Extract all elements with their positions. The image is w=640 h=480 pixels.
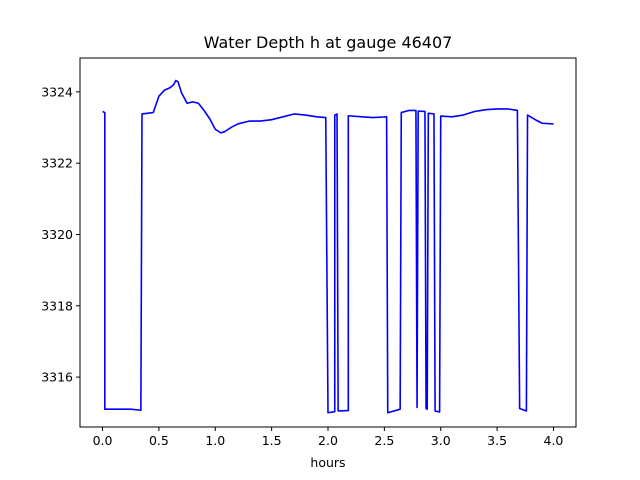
x-tick-label: 2.5 (374, 433, 394, 448)
series-layer (102, 79, 554, 414)
plot-area (102, 79, 554, 414)
y-tick-label: 3318 (41, 298, 73, 313)
y-tick-label: 3316 (41, 370, 73, 385)
y-axis: 3316 3318 3320 3322 3324 (41, 84, 80, 385)
x-tick-label: 3.0 (431, 433, 451, 448)
y-tick-label: 3320 (41, 227, 73, 242)
x-axis: 0.0 0.5 1.0 1.5 2.0 2.5 3.0 3.5 4.0 (93, 427, 564, 448)
series-line-0 (102, 79, 554, 414)
x-tick-label: 3.5 (487, 433, 507, 448)
x-tick-label: 0.5 (149, 433, 169, 448)
chart-title: Water Depth h at gauge 46407 (204, 33, 453, 52)
y-tick-label: 3322 (41, 156, 73, 171)
x-tick-label: 4.0 (544, 433, 564, 448)
y-tick-label: 3324 (41, 84, 73, 99)
x-tick-label: 1.5 (262, 433, 282, 448)
x-tick-label: 1.0 (205, 433, 225, 448)
x-tick-label: 2.0 (318, 433, 338, 448)
x-tick-label: 0.0 (93, 433, 113, 448)
x-axis-label: hours (310, 455, 345, 470)
